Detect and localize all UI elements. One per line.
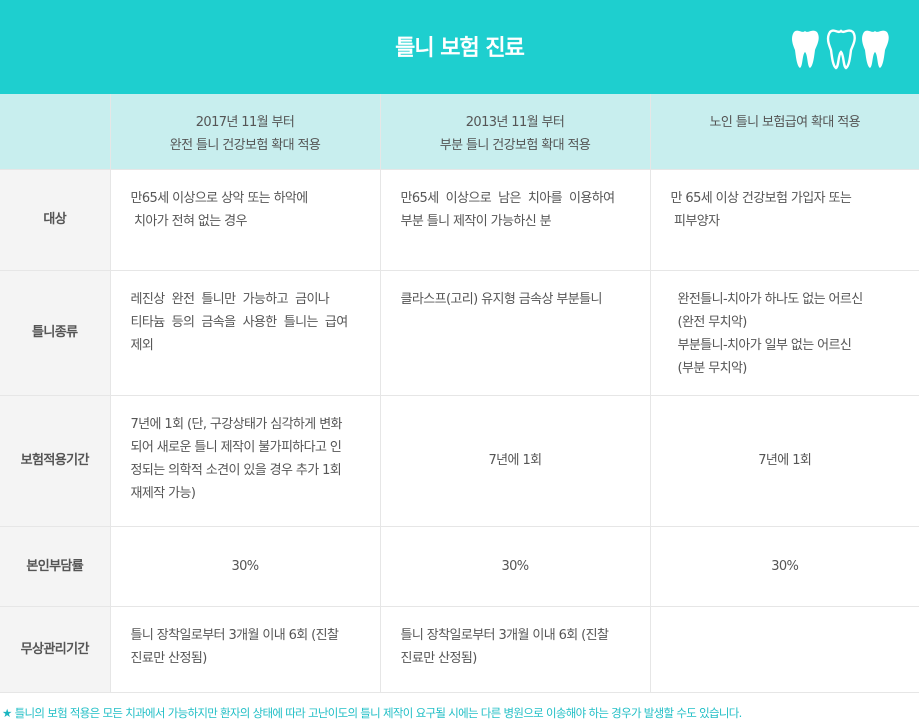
row-label-copay: 본인부담률	[0, 526, 111, 607]
row-label-target: 대상	[0, 169, 111, 271]
column-header-line: 노인 틀니 보험급여 확대 적용	[709, 115, 861, 130]
table-row-target: 대상 만65세 이상으로 상악 또는 하악에 치아가 전혀 없는 경우 만65세…	[0, 169, 919, 271]
column-header-line: 완전 틀니 건강보험 확대 적용	[169, 138, 321, 153]
column-header-line: 2013년 11월 부터	[465, 115, 565, 130]
cell-copay-partial: 30%	[380, 526, 651, 607]
teeth-icon-group	[792, 29, 889, 70]
cell-line: 부분 틀니 제작이 가능하신 분	[400, 213, 552, 229]
page-title: 틀니 보험 진료	[395, 36, 525, 61]
cell-free-partial: 틀니 장착일로부터 3개월 이내 6회 (진찰 진료만 산정됨)	[380, 606, 651, 693]
cell-line: 진료만 산정됨)	[130, 650, 208, 666]
cell-line: 피부양자	[670, 213, 720, 229]
row-label-free-care: 무상관리기간	[0, 606, 111, 693]
tooth-icon	[826, 29, 856, 70]
insurance-table: 2017년 11월 부터 완전 틀니 건강보험 확대 적용 2013년 11월 …	[0, 94, 919, 693]
cell-line: 레진상 완전 틀니만 가능하고 금이나	[130, 291, 330, 307]
cell-line: 되어 새로운 틀니 제작이 불가피하다고 인	[130, 439, 342, 455]
page-header: 틀니 보험 진료	[0, 0, 919, 94]
cell-line: (완전 무치악)	[677, 314, 748, 330]
footnote: ★ 틀니의 보험 적용은 모든 치과에서 가능하지만 환자의 상태에 따라 고난…	[2, 705, 742, 721]
cell-line: 만 65세 이상 건강보험 가입자 또는	[670, 190, 852, 206]
cell-period-full: 7년에 1회 (단, 구강상태가 심각하게 변화 되어 새로운 틀니 제작이 불…	[110, 395, 381, 527]
cell-copay-senior: 30%	[650, 526, 919, 607]
cell-copay-full: 30%	[110, 526, 381, 607]
cell-target-full: 만65세 이상으로 상악 또는 하악에 치아가 전혀 없는 경우	[110, 169, 381, 271]
cell-line: 클라스프(고리) 유지형 금속상 부분틀니	[400, 291, 603, 307]
cell-line: 부분틀니-치아가 일부 없는 어르신	[677, 337, 852, 353]
cell-line: 재제작 가능)	[130, 485, 196, 501]
cell-line: 만65세 이상으로 남은 치아를 이용하여	[400, 190, 616, 206]
cell-line: 틀니 장착일로부터 3개월 이내 6회 (진찰	[130, 627, 339, 643]
cell-line: 정되는 의학적 소견이 있을 경우 추가 1회	[130, 462, 342, 478]
cell-target-senior: 만 65세 이상 건강보험 가입자 또는 피부양자	[650, 169, 919, 271]
tooth-icon	[792, 30, 819, 68]
cell-period-partial: 7년에 1회	[380, 395, 651, 527]
cell-free-full: 틀니 장착일로부터 3개월 이내 6회 (진찰 진료만 산정됨)	[110, 606, 381, 693]
star-icon: ★	[2, 706, 12, 720]
column-header-full-denture: 2017년 11월 부터 완전 틀니 건강보험 확대 적용	[110, 94, 381, 170]
cell-line: 틀니 장착일로부터 3개월 이내 6회 (진찰	[400, 627, 609, 643]
column-header-row: 2017년 11월 부터 완전 틀니 건강보험 확대 적용 2013년 11월 …	[0, 94, 919, 170]
table-row-copay: 본인부담률 30% 30% 30%	[0, 526, 919, 607]
cell-line: 치아가 전혀 없는 경우	[130, 213, 247, 229]
cell-free-senior	[650, 606, 919, 693]
row-label-period: 보험적용기간	[0, 395, 111, 527]
corner-header	[0, 94, 111, 170]
cell-line: 7년에 1회 (단, 구강상태가 심각하게 변화	[130, 416, 343, 432]
table-row-type: 틀니종류 레진상 완전 틀니만 가능하고 금이나 티타늄 등의 금속을 사용한 …	[0, 270, 919, 396]
cell-line: 완전틀니-치아가 하나도 없는 어르신	[677, 291, 864, 307]
column-header-partial-denture: 2013년 11월 부터 부분 틀니 건강보험 확대 적용	[380, 94, 651, 170]
table-row-free-care: 무상관리기간 틀니 장착일로부터 3개월 이내 6회 (진찰 진료만 산정됨) …	[0, 606, 919, 693]
footnote-text: 틀니의 보험 적용은 모든 치과에서 가능하지만 환자의 상태에 따라 고난이도…	[14, 706, 743, 720]
row-label-type: 틀니종류	[0, 270, 111, 396]
cell-type-senior: 완전틀니-치아가 하나도 없는 어르신 (완전 무치악) 부분틀니-치아가 일부…	[650, 270, 919, 396]
cell-line: (부분 무치악)	[677, 360, 748, 376]
cell-period-senior: 7년에 1회	[650, 395, 919, 527]
cell-type-full: 레진상 완전 틀니만 가능하고 금이나 티타늄 등의 금속을 사용한 틀니는 급…	[110, 270, 381, 396]
cell-line: 티타늄 등의 금속을 사용한 틀니는 급여	[130, 314, 349, 330]
column-header-line: 2017년 11월 부터	[195, 115, 295, 130]
column-header-line: 부분 틀니 건강보험 확대 적용	[439, 138, 591, 153]
cell-target-partial: 만65세 이상으로 남은 치아를 이용하여 부분 틀니 제작이 가능하신 분	[380, 169, 651, 271]
cell-type-partial: 클라스프(고리) 유지형 금속상 부분틀니	[380, 270, 651, 396]
cell-line: 진료만 산정됨)	[400, 650, 478, 666]
table-row-period: 보험적용기간 7년에 1회 (단, 구강상태가 심각하게 변화 되어 새로운 틀…	[0, 395, 919, 527]
cell-line: 제외	[130, 337, 154, 353]
cell-line: 만65세 이상으로 상악 또는 하악에	[130, 190, 309, 206]
column-header-senior-denture: 노인 틀니 보험급여 확대 적용	[650, 94, 919, 170]
tooth-icon	[862, 30, 889, 68]
